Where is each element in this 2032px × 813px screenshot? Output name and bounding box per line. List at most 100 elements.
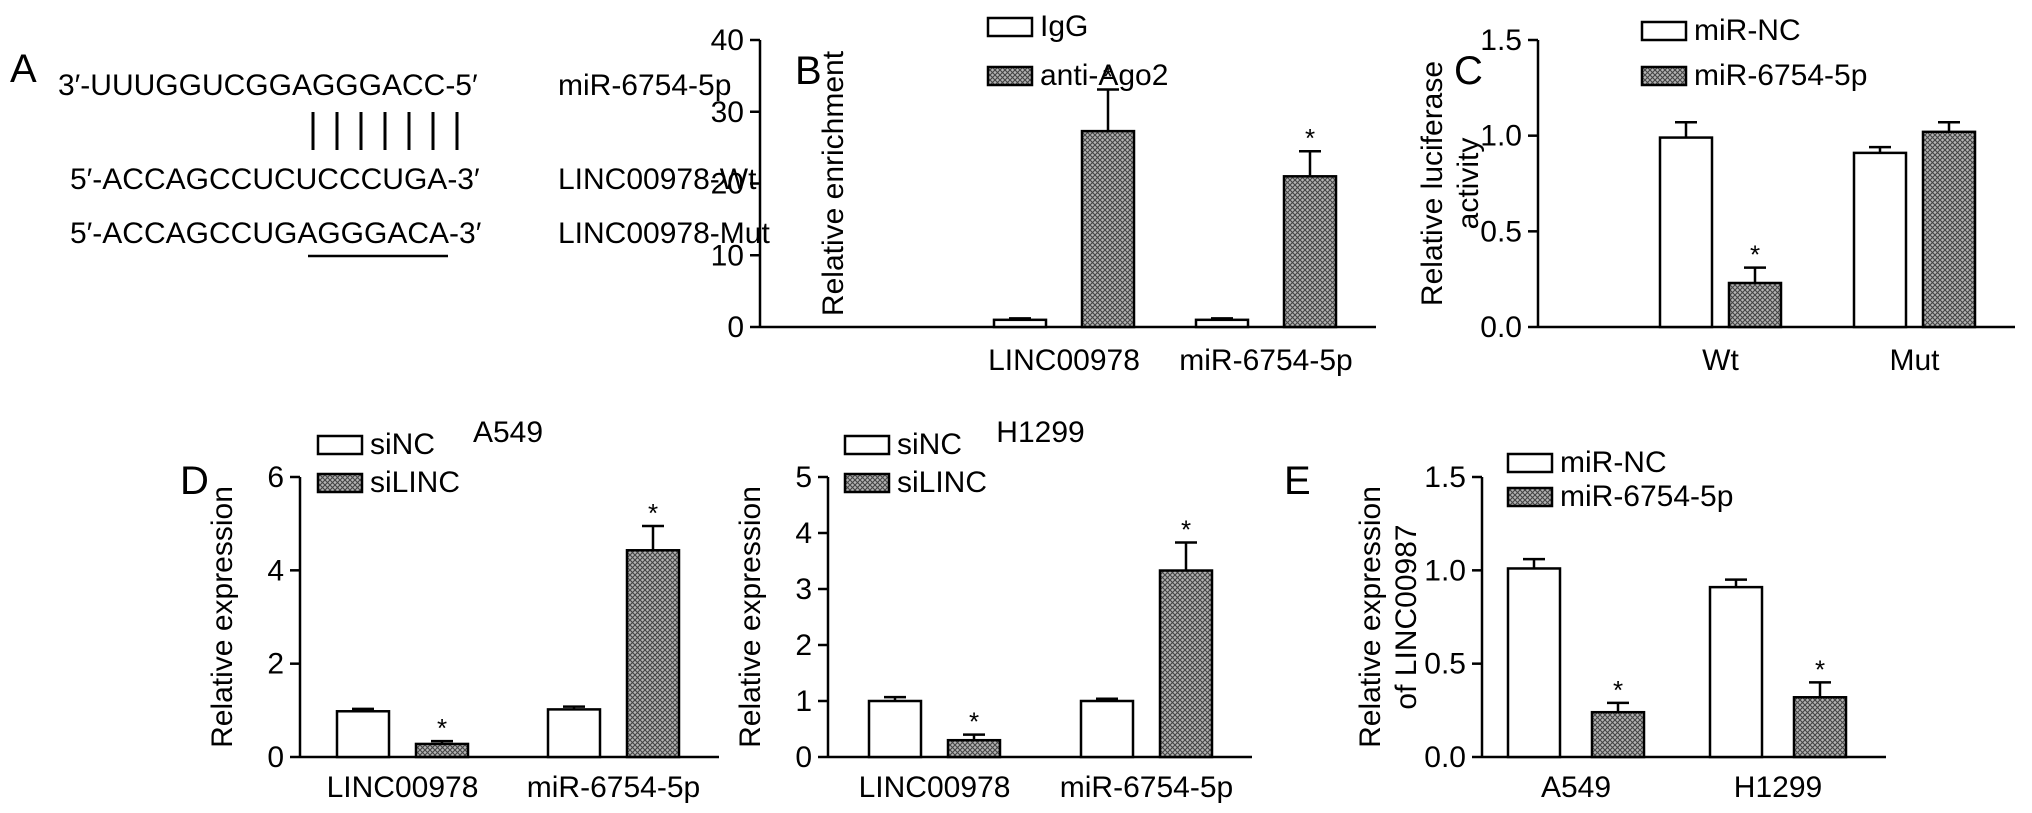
chart-c: C 0.0 0.5 1.0 1.5 Relative luciferase activity…: [1416, 14, 2015, 377]
mut-seq-mutated: GAGGGA: [274, 217, 407, 250]
mut-sequence: 5′-ACCAGCCUGAGGGACA-3′: [70, 217, 482, 250]
y-tick-label: 40: [711, 24, 744, 57]
mut-sequence-label: LINC00978-Mut: [558, 217, 770, 250]
bar: [1727, 281, 1783, 329]
bar: [1792, 696, 1848, 759]
legend-label: siNC: [897, 428, 962, 461]
y-tick-label: 0: [267, 741, 284, 774]
x-tick-label: Wt: [1702, 344, 1739, 377]
wt-sequence-label: LINC00978-Wt: [558, 163, 757, 196]
y-tick-label: 1: [795, 685, 812, 718]
chart-b: B 0 10 20 30 40 Relative enrichment * LINC00978 *…: [711, 10, 1376, 377]
legend-swatch: [1506, 452, 1554, 474]
bar: [546, 708, 602, 759]
y-tick-label: 2: [795, 629, 812, 662]
panel-a: A 3′-UUUGGUCGGAGGGACC-5′ miR-6754-5p 5′-…: [10, 47, 770, 258]
mirna-sequence-label: miR-6754-5p: [558, 69, 731, 102]
chart-d2: H1299 0 1 2 3 4 5 Relative expression * LINC00978…: [734, 416, 1252, 804]
bar: [1080, 129, 1136, 329]
x-tick-label: Mut: [1889, 344, 1940, 377]
legend-swatch: [316, 472, 364, 494]
y-tick-label: 30: [711, 96, 744, 129]
y-axis-label: Relative luciferase activity: [1416, 61, 1485, 306]
legend-swatch: [1506, 486, 1554, 508]
chart-d1: D A549 0 2 4 6 Relative expression * LINC00978 * m…: [180, 416, 719, 804]
bar: [625, 549, 681, 759]
legend-label: siNC: [370, 428, 435, 461]
y-tick-label: 0: [795, 741, 812, 774]
legend-swatch: [1640, 20, 1688, 42]
legend-label: miR-NC: [1560, 446, 1667, 479]
legend-swatch: [316, 434, 364, 456]
legend-label: anti-Ago2: [1040, 59, 1168, 92]
legend-label: miR-6754-5p: [1560, 480, 1733, 513]
x-tick-label: A549: [1541, 771, 1611, 804]
y-tick-label: 0.0: [1424, 741, 1466, 774]
bar: [1194, 318, 1250, 329]
mirna-sequence: 3′-UUUGGUCGGAGGGACC-5′: [58, 69, 478, 102]
y-tick-label: 2: [267, 648, 284, 681]
panel-letter-a: A: [10, 47, 37, 91]
legend-swatch: [986, 16, 1034, 38]
legend-label: miR-NC: [1694, 14, 1801, 47]
wt-sequence: 5′-ACCAGCCUCUCCCUGA-3′: [70, 163, 480, 196]
legend-swatch: [843, 434, 891, 456]
panel-letter: E: [1284, 459, 1311, 503]
legend-label: siLINC: [370, 466, 460, 499]
significance-mark: *: [1815, 654, 1825, 684]
significance-mark: *: [1181, 515, 1191, 545]
x-tick-label: miR-6754-5p: [527, 771, 700, 804]
x-tick-label: LINC00978: [327, 771, 479, 804]
y-axis-label: Relative expression: [206, 486, 239, 748]
y-tick-label: 1.5: [1424, 461, 1466, 494]
bar: [1590, 710, 1646, 759]
y-tick-label: 5: [795, 461, 812, 494]
x-tick-label: LINC00978: [859, 771, 1011, 804]
y-tick-label: 3: [795, 573, 812, 606]
significance-mark: *: [648, 498, 658, 528]
bar: [1506, 567, 1562, 759]
bar: [1658, 136, 1714, 329]
bar: [1079, 699, 1135, 759]
x-tick-label: miR-6754-5p: [1179, 344, 1352, 377]
significance-mark: *: [437, 713, 447, 743]
bar: [946, 738, 1002, 759]
significance-mark: *: [1103, 62, 1113, 92]
y-tick-label: 4: [795, 517, 812, 550]
y-axis-label: Relative enrichment: [817, 50, 850, 316]
legend-swatch: [1640, 65, 1688, 87]
x-tick-label: H1299: [1734, 771, 1822, 804]
y-axis-label: Relative expression of LINC00987: [1354, 486, 1423, 748]
y-tick-label: 0.0: [1480, 311, 1522, 344]
base-pairing-lines: [311, 112, 459, 150]
significance-mark: *: [1750, 240, 1760, 270]
bar: [1282, 175, 1338, 329]
legend-label: siLINC: [897, 466, 987, 499]
mut-seq-prefix: 5′-ACCAGCCU: [70, 217, 274, 250]
y-tick-label: 1.0: [1424, 554, 1466, 587]
bar: [414, 742, 470, 759]
y-tick-label: 20: [711, 168, 744, 201]
y-tick-label: 1.5: [1480, 24, 1522, 57]
x-tick-label: LINC00978: [988, 344, 1140, 377]
significance-mark: *: [1305, 123, 1315, 153]
panel-letter: D: [180, 459, 209, 503]
legend-swatch: [843, 472, 891, 494]
legend-label: IgG: [1040, 10, 1088, 43]
y-tick-label: 0.5: [1424, 648, 1466, 681]
x-tick-label: miR-6754-5p: [1060, 771, 1233, 804]
y-tick-label: 4: [267, 554, 284, 587]
bar: [992, 318, 1048, 329]
bar: [335, 710, 391, 759]
chart-title: H1299: [996, 416, 1084, 449]
y-tick-label: 1.0: [1480, 120, 1522, 153]
significance-mark: *: [969, 707, 979, 737]
bar: [1852, 151, 1908, 329]
y-tick-label: 6: [267, 461, 284, 494]
legend-label: miR-6754-5p: [1694, 59, 1867, 92]
y-tick-label: 0: [727, 311, 744, 344]
chart-title: A549: [473, 416, 543, 449]
